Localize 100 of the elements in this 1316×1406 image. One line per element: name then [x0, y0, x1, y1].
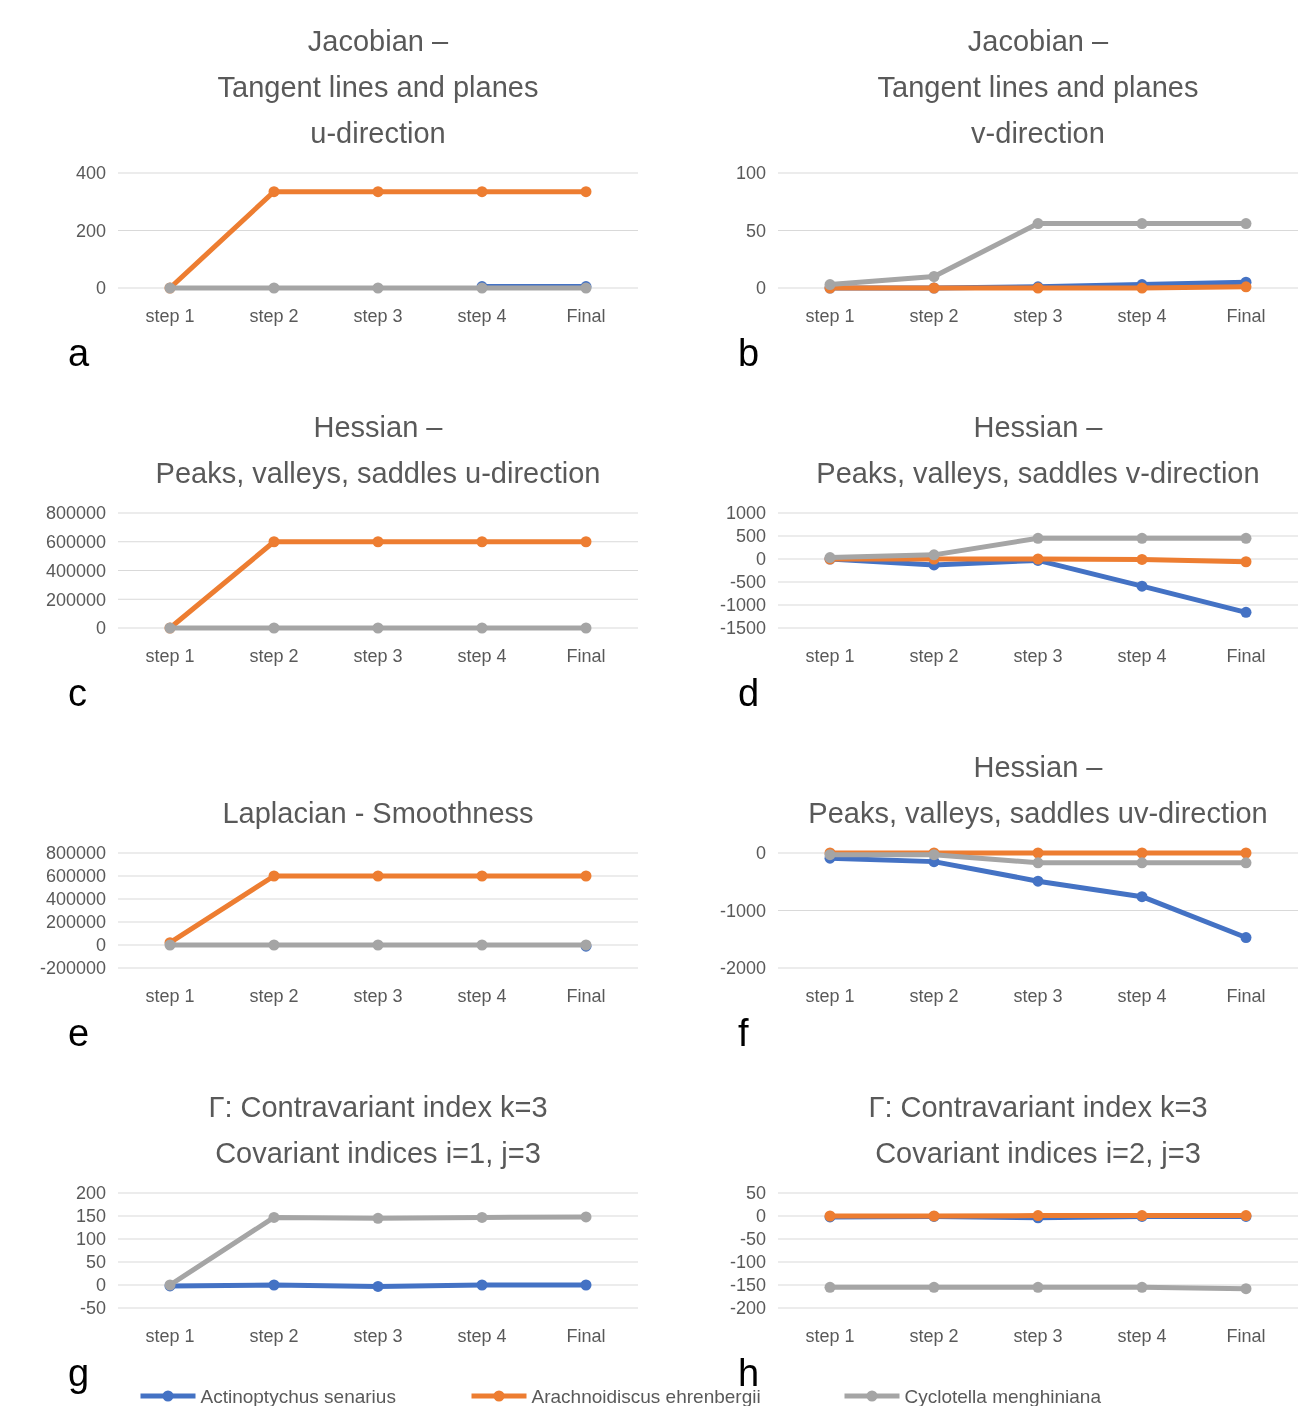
y-tick-label: 0 [755, 549, 766, 570]
x-tick-label: step 1 [805, 1326, 855, 1346]
y-tick-label: 800000 [45, 503, 106, 524]
point [1136, 847, 1148, 859]
point [268, 282, 280, 294]
y-tick-label: 0 [95, 618, 106, 639]
y-tick-label: -150 [729, 1275, 766, 1296]
x-tick-label: Final [566, 306, 606, 326]
point [372, 1212, 384, 1224]
point [928, 1281, 940, 1293]
legend-label: Cyclotella menghiniana [904, 1385, 1102, 1406]
point [372, 186, 384, 198]
x-tick-label: Final [566, 1326, 606, 1346]
point [1240, 218, 1252, 230]
x-tick-label: step 4 [1117, 646, 1167, 666]
text: f [738, 1012, 749, 1054]
x-tick-label: step 4 [1117, 986, 1167, 1006]
chart-title: Γ: Contravariant index k=3 Covariant indices i=2, j=3 [868, 1091, 1208, 1169]
point [1032, 1281, 1044, 1293]
point [1136, 857, 1148, 869]
y-tick-label: 100 [735, 163, 766, 184]
point [476, 870, 488, 882]
point [1136, 532, 1148, 544]
point [268, 870, 280, 882]
text: g [68, 1352, 90, 1394]
x-tick-label: step 4 [457, 986, 507, 1006]
y-tick-label: -50 [79, 1298, 106, 1319]
point [1136, 891, 1148, 903]
x-tick-label: step 2 [249, 306, 299, 326]
point [1240, 532, 1252, 544]
chart-title: Jacobian – Tangent lines and planes v-direction [877, 25, 1199, 149]
point [1136, 218, 1148, 230]
point [928, 549, 940, 561]
y-tick-label: 0 [755, 278, 766, 299]
y-tick-label: 0 [95, 1275, 106, 1296]
point [476, 1279, 488, 1291]
chart-title: Hessian – Peaks, valleys, saddles u-direction [155, 411, 601, 489]
x-tick-label: step 4 [1117, 306, 1167, 326]
y-tick-label: 600000 [45, 532, 106, 553]
y-tick-label: 100 [75, 1229, 106, 1250]
point [372, 870, 384, 882]
point [1032, 847, 1044, 859]
y-tick-label: 800000 [45, 843, 106, 864]
point [372, 939, 384, 951]
y-tick-label: -1000 [719, 900, 766, 921]
x-tick-label: step 1 [145, 306, 195, 326]
point [1032, 875, 1044, 887]
x-tick-label: step 1 [145, 986, 195, 1006]
point [372, 282, 384, 294]
point [268, 186, 280, 198]
x-tick-label: Final [566, 986, 606, 1006]
y-tick-label: 200 [75, 220, 106, 241]
point [1136, 553, 1148, 565]
y-tick-label: -500 [729, 572, 766, 593]
point [1136, 580, 1148, 592]
x-tick-label: step 4 [457, 306, 507, 326]
x-tick-label: step 4 [1117, 1326, 1167, 1346]
point [1032, 857, 1044, 869]
point [1032, 532, 1044, 544]
y-tick-label: 200000 [45, 589, 106, 610]
y-tick-label: 0 [95, 278, 106, 299]
y-tick-label: 50 [745, 1183, 766, 1204]
x-tick-label: step 3 [1013, 1326, 1063, 1346]
y-tick-label: 400000 [45, 889, 106, 910]
x-tick-label: step 3 [1013, 986, 1063, 1006]
point [1240, 1283, 1252, 1295]
point [476, 186, 488, 198]
x-tick-label: Final [566, 646, 606, 666]
chart-title: Hessian – Peaks, valleys, saddles v-direction [816, 411, 1260, 489]
text: d [738, 672, 760, 714]
x-tick-label: step 3 [353, 1326, 403, 1346]
point [268, 939, 280, 951]
x-tick-label: step 2 [909, 306, 959, 326]
chart-title: Jacobian – Tangent lines and planes u-direction [217, 25, 539, 149]
y-tick-label: 50 [85, 1252, 106, 1273]
point [476, 939, 488, 951]
point [1240, 857, 1252, 869]
y-tick-label: 1000 [725, 503, 766, 524]
point [824, 1281, 836, 1293]
y-tick-label: -2000 [719, 958, 766, 979]
point [372, 1280, 384, 1292]
x-tick-label: step 4 [457, 646, 507, 666]
point [1240, 556, 1252, 568]
chart-title: Laplacian - Smoothness [222, 797, 534, 829]
x-tick-label: step 4 [457, 1326, 507, 1346]
x-tick-label: step 2 [909, 646, 959, 666]
point [580, 870, 592, 882]
point [268, 1279, 280, 1291]
y-tick-label: 200 [75, 1183, 106, 1204]
x-tick-label: step 1 [805, 986, 855, 1006]
x-tick-label: step 3 [353, 306, 403, 326]
x-tick-label: step 3 [1013, 646, 1063, 666]
x-tick-label: step 2 [249, 646, 299, 666]
point [268, 1211, 280, 1223]
point [1240, 281, 1252, 293]
text: e [68, 1012, 90, 1054]
x-tick-label: step 1 [145, 646, 195, 666]
y-tick-label: 200000 [45, 912, 106, 933]
y-tick-label: 600000 [45, 866, 106, 887]
x-tick-label: step 3 [1013, 306, 1063, 326]
